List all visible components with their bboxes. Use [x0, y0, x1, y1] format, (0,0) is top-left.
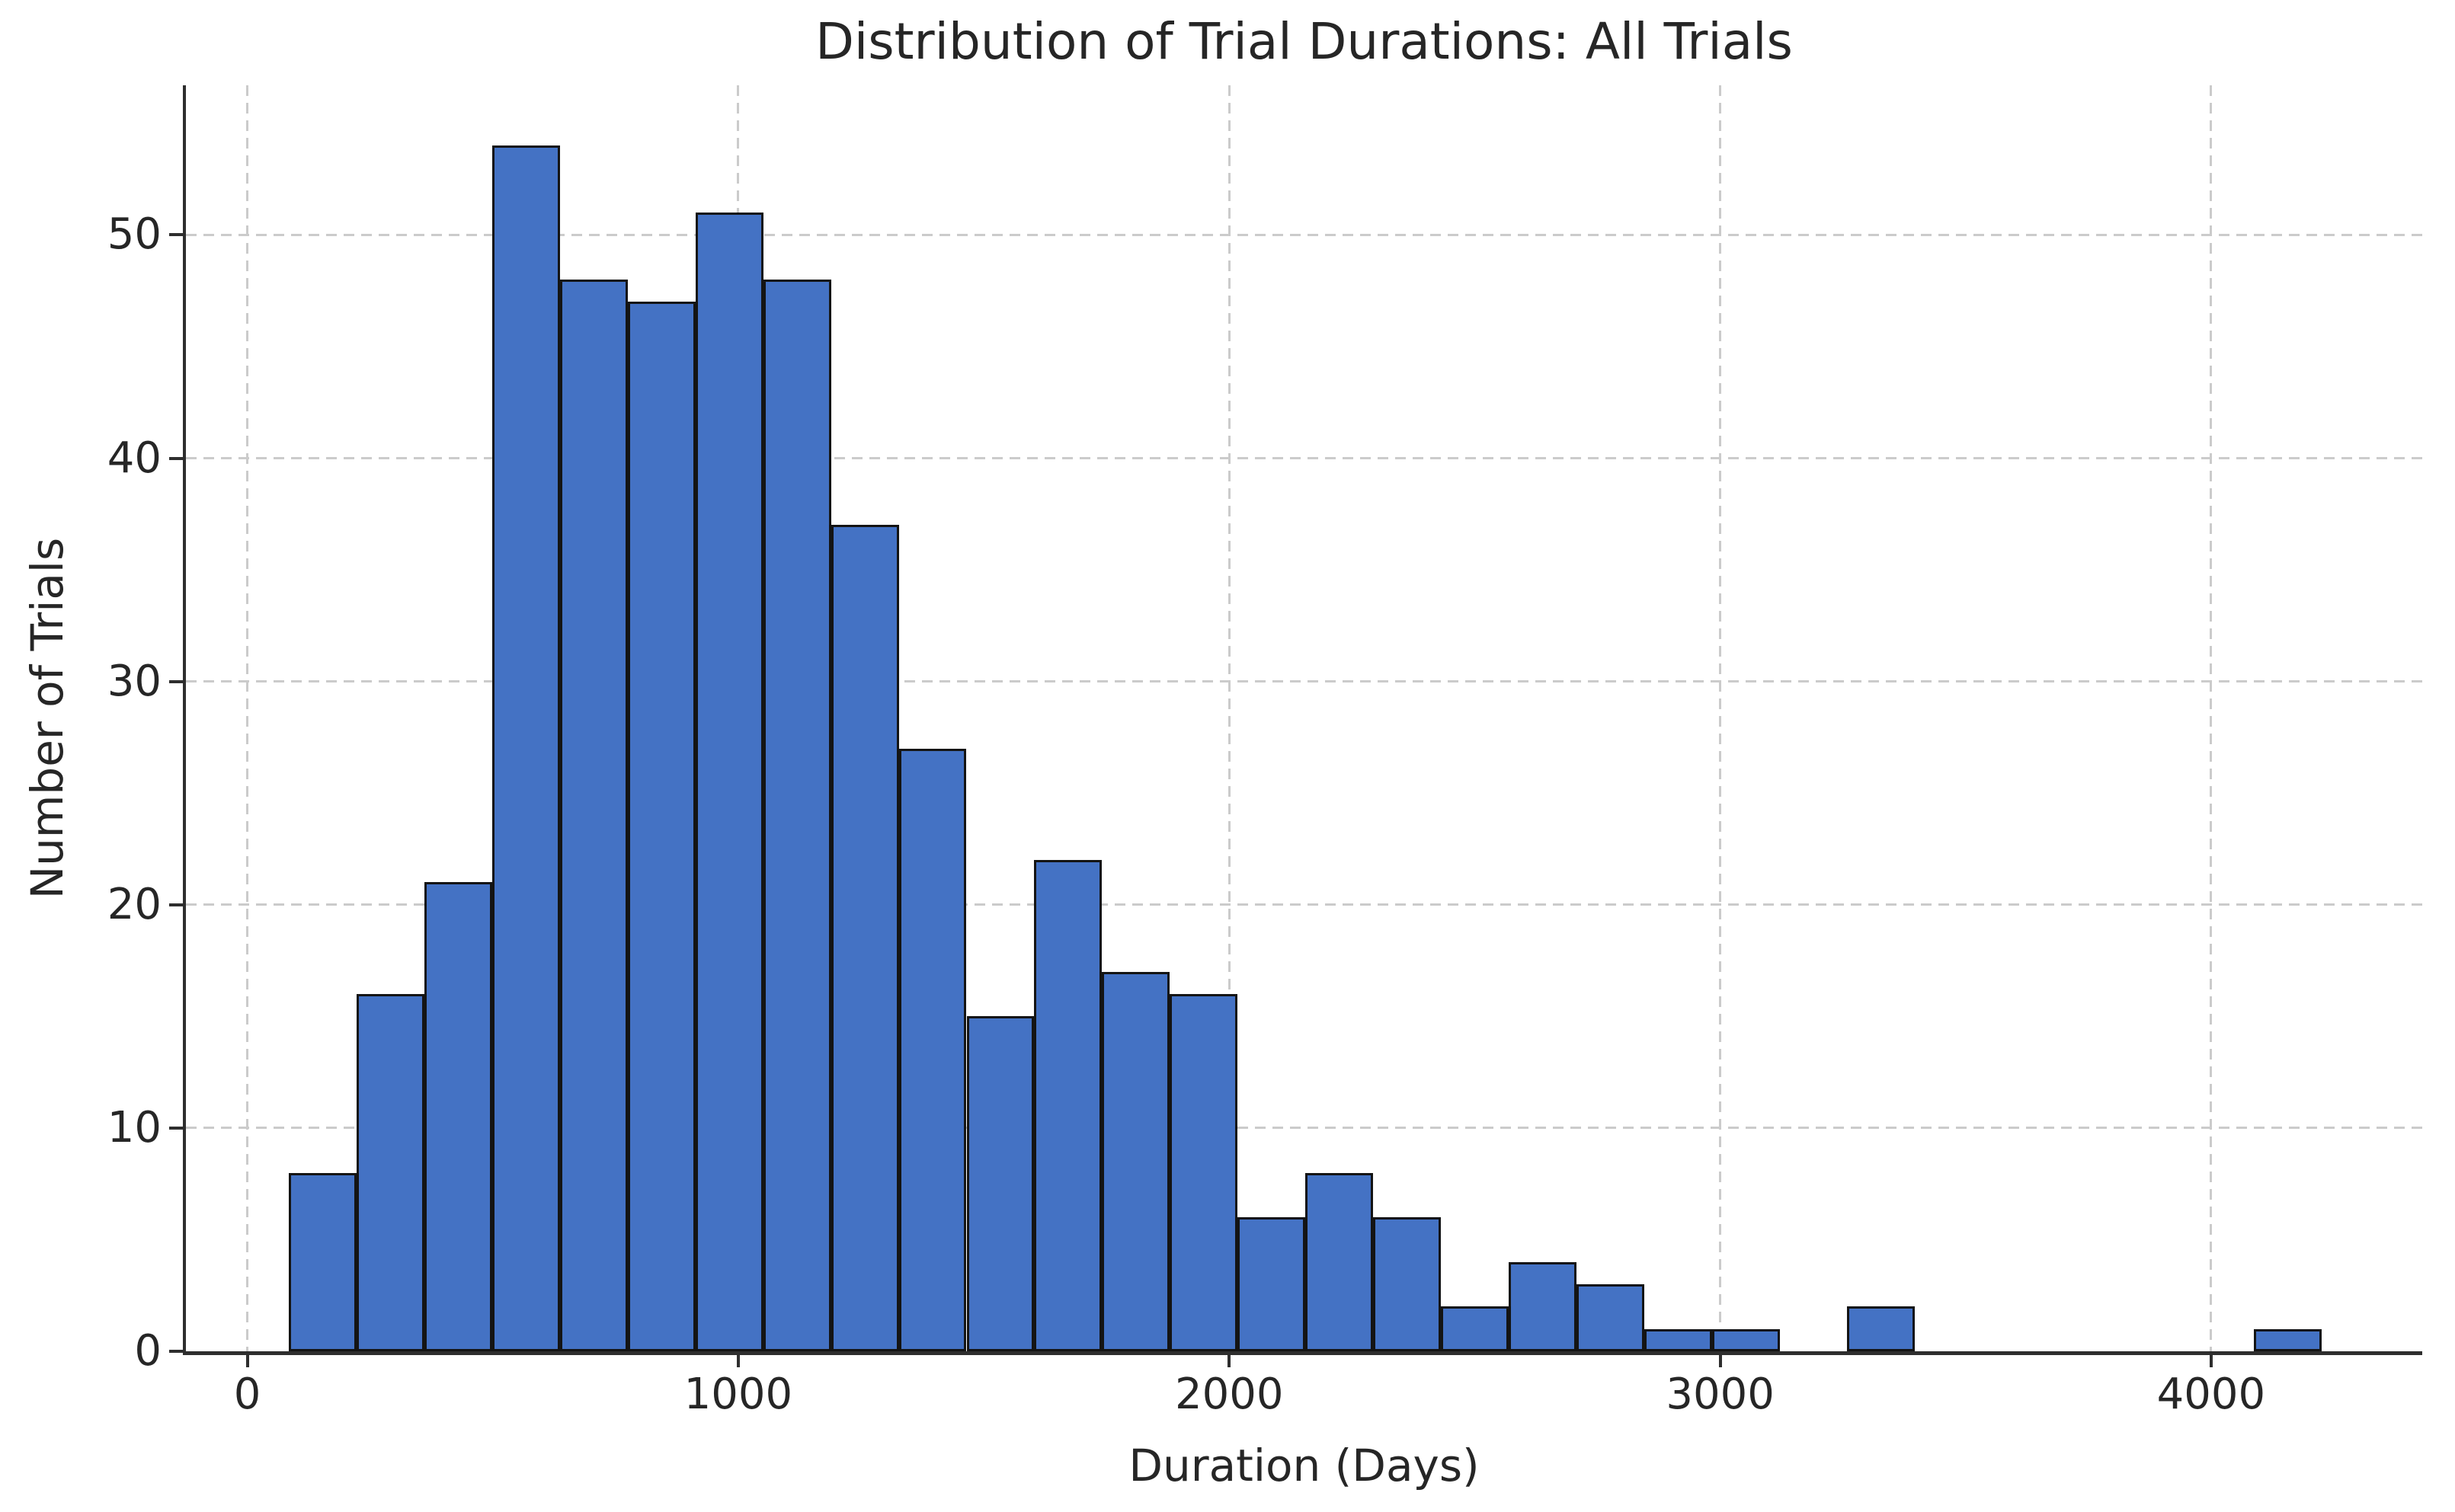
x-gridline: [1228, 85, 1231, 1351]
histogram-bar: [1644, 1328, 1712, 1351]
y-tick-label: 40: [107, 433, 162, 483]
histogram-bar: [1847, 1306, 1916, 1351]
histogram-bar: [289, 1172, 357, 1351]
histogram-bar: [559, 280, 628, 1351]
x-tick-label: 3000: [1666, 1370, 1775, 1419]
y-tick-label: 50: [107, 209, 162, 260]
histogram-bar: [1237, 1217, 1306, 1351]
histogram-bar: [1440, 1306, 1509, 1351]
histogram-bar: [1102, 971, 1170, 1351]
y-tick-label: 10: [107, 1102, 162, 1152]
x-tick-label: 4000: [2156, 1370, 2266, 1419]
x-tick-mark: [2209, 1355, 2213, 1367]
y-tick-mark: [169, 456, 183, 460]
y-tick-mark: [169, 1350, 183, 1353]
y-tick-mark: [169, 1126, 183, 1130]
y-axis-spine: [183, 85, 186, 1354]
histogram-bar: [831, 525, 899, 1351]
histogram-bar: [966, 1016, 1035, 1351]
histogram-bar: [1576, 1284, 1644, 1351]
histogram-bar: [492, 145, 560, 1351]
y-gridline: [186, 457, 2422, 459]
y-tick-label: 20: [107, 879, 162, 929]
x-gridline: [1719, 85, 1722, 1351]
histogram-bar: [1034, 860, 1103, 1351]
histogram-bar: [1508, 1261, 1576, 1351]
x-tick-mark: [1228, 1355, 1231, 1367]
x-tick-mark: [245, 1355, 249, 1367]
y-axis-label: Number of Trials: [21, 537, 73, 900]
chart-title: Distribution of Trial Durations: All Tri…: [815, 12, 1793, 71]
y-tick-mark: [169, 233, 183, 237]
histogram-bar: [1711, 1328, 1780, 1351]
y-gridline: [186, 903, 2422, 906]
histogram-bar: [898, 748, 967, 1351]
histogram-bar: [1373, 1217, 1441, 1351]
histogram-bar: [2253, 1328, 2322, 1351]
y-gridline: [186, 1127, 2422, 1130]
histogram-bar: [763, 280, 831, 1351]
x-gridline: [246, 85, 249, 1351]
x-tick-mark: [736, 1355, 740, 1367]
x-tick-mark: [1718, 1355, 1722, 1367]
y-tick-mark: [169, 903, 183, 906]
histogram-bar: [357, 994, 425, 1351]
x-gridline: [2210, 85, 2213, 1351]
histogram-bar: [424, 882, 493, 1351]
y-gridline: [186, 680, 2422, 683]
y-gridline: [186, 233, 2422, 236]
x-tick-label: 2000: [1174, 1370, 1284, 1419]
y-tick-label: 0: [134, 1326, 162, 1376]
x-tick-label: 0: [233, 1370, 261, 1419]
x-tick-label: 1000: [683, 1370, 793, 1419]
histogram-bar: [1170, 994, 1238, 1351]
y-tick-label: 30: [107, 656, 162, 706]
x-axis-label: Duration (Days): [1128, 1440, 1480, 1491]
y-tick-mark: [169, 679, 183, 683]
histogram-bar: [627, 302, 696, 1351]
histogram-bar: [695, 213, 763, 1351]
x-axis-spine: [183, 1351, 2422, 1355]
histogram-bar: [1305, 1172, 1374, 1351]
